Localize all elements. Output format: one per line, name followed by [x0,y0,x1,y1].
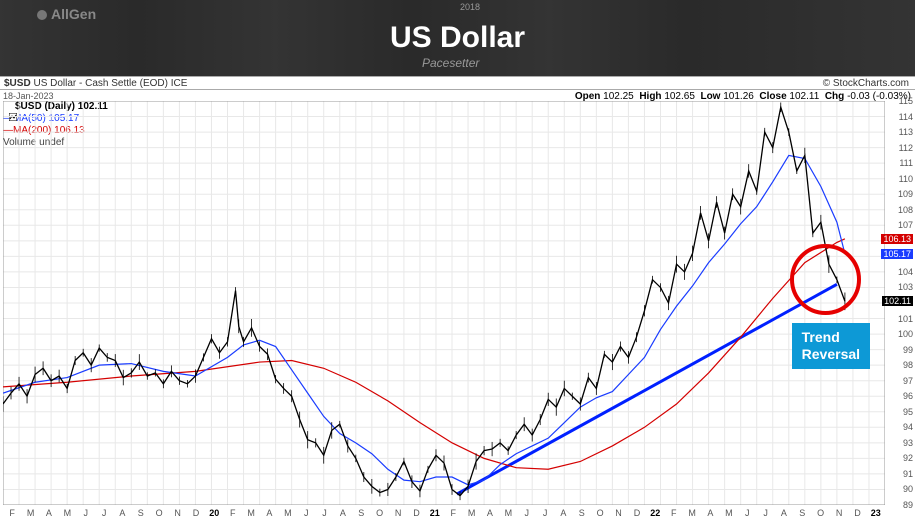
ticker-name: US Dollar - Cash Settle (EOD) [33,78,167,89]
y-axis: 8990919293949596979899100101102103104105… [885,101,915,505]
chart-date: 18-Jan-2023 [3,91,54,101]
symbol-bar: $USD US Dollar - Cash Settle (EOD) ICE ©… [0,76,915,90]
header-year: 2018 [460,2,480,12]
chart-area: 18-Jan-2023 $USD (Daily) 102.11 —MA(50) … [0,90,915,519]
annotation-trend-reversal: TrendReversal [792,323,870,369]
x-axis: FMAMJJASOND20FMAMJJASOND21FMAMJJASOND22F… [3,505,885,519]
chart-plot [3,101,885,505]
page-title: US Dollar [390,21,525,55]
header-pacesetter: Pacesetter [422,56,479,70]
ticker-symbol: $USD [4,78,31,89]
ticker-exchange: ICE [171,78,188,89]
source-attribution: © StockCharts.com [823,78,909,89]
header-band: AllGen 2018 US Dollar Pacesetter [0,0,915,76]
brand-allgen: AllGen [37,6,96,22]
